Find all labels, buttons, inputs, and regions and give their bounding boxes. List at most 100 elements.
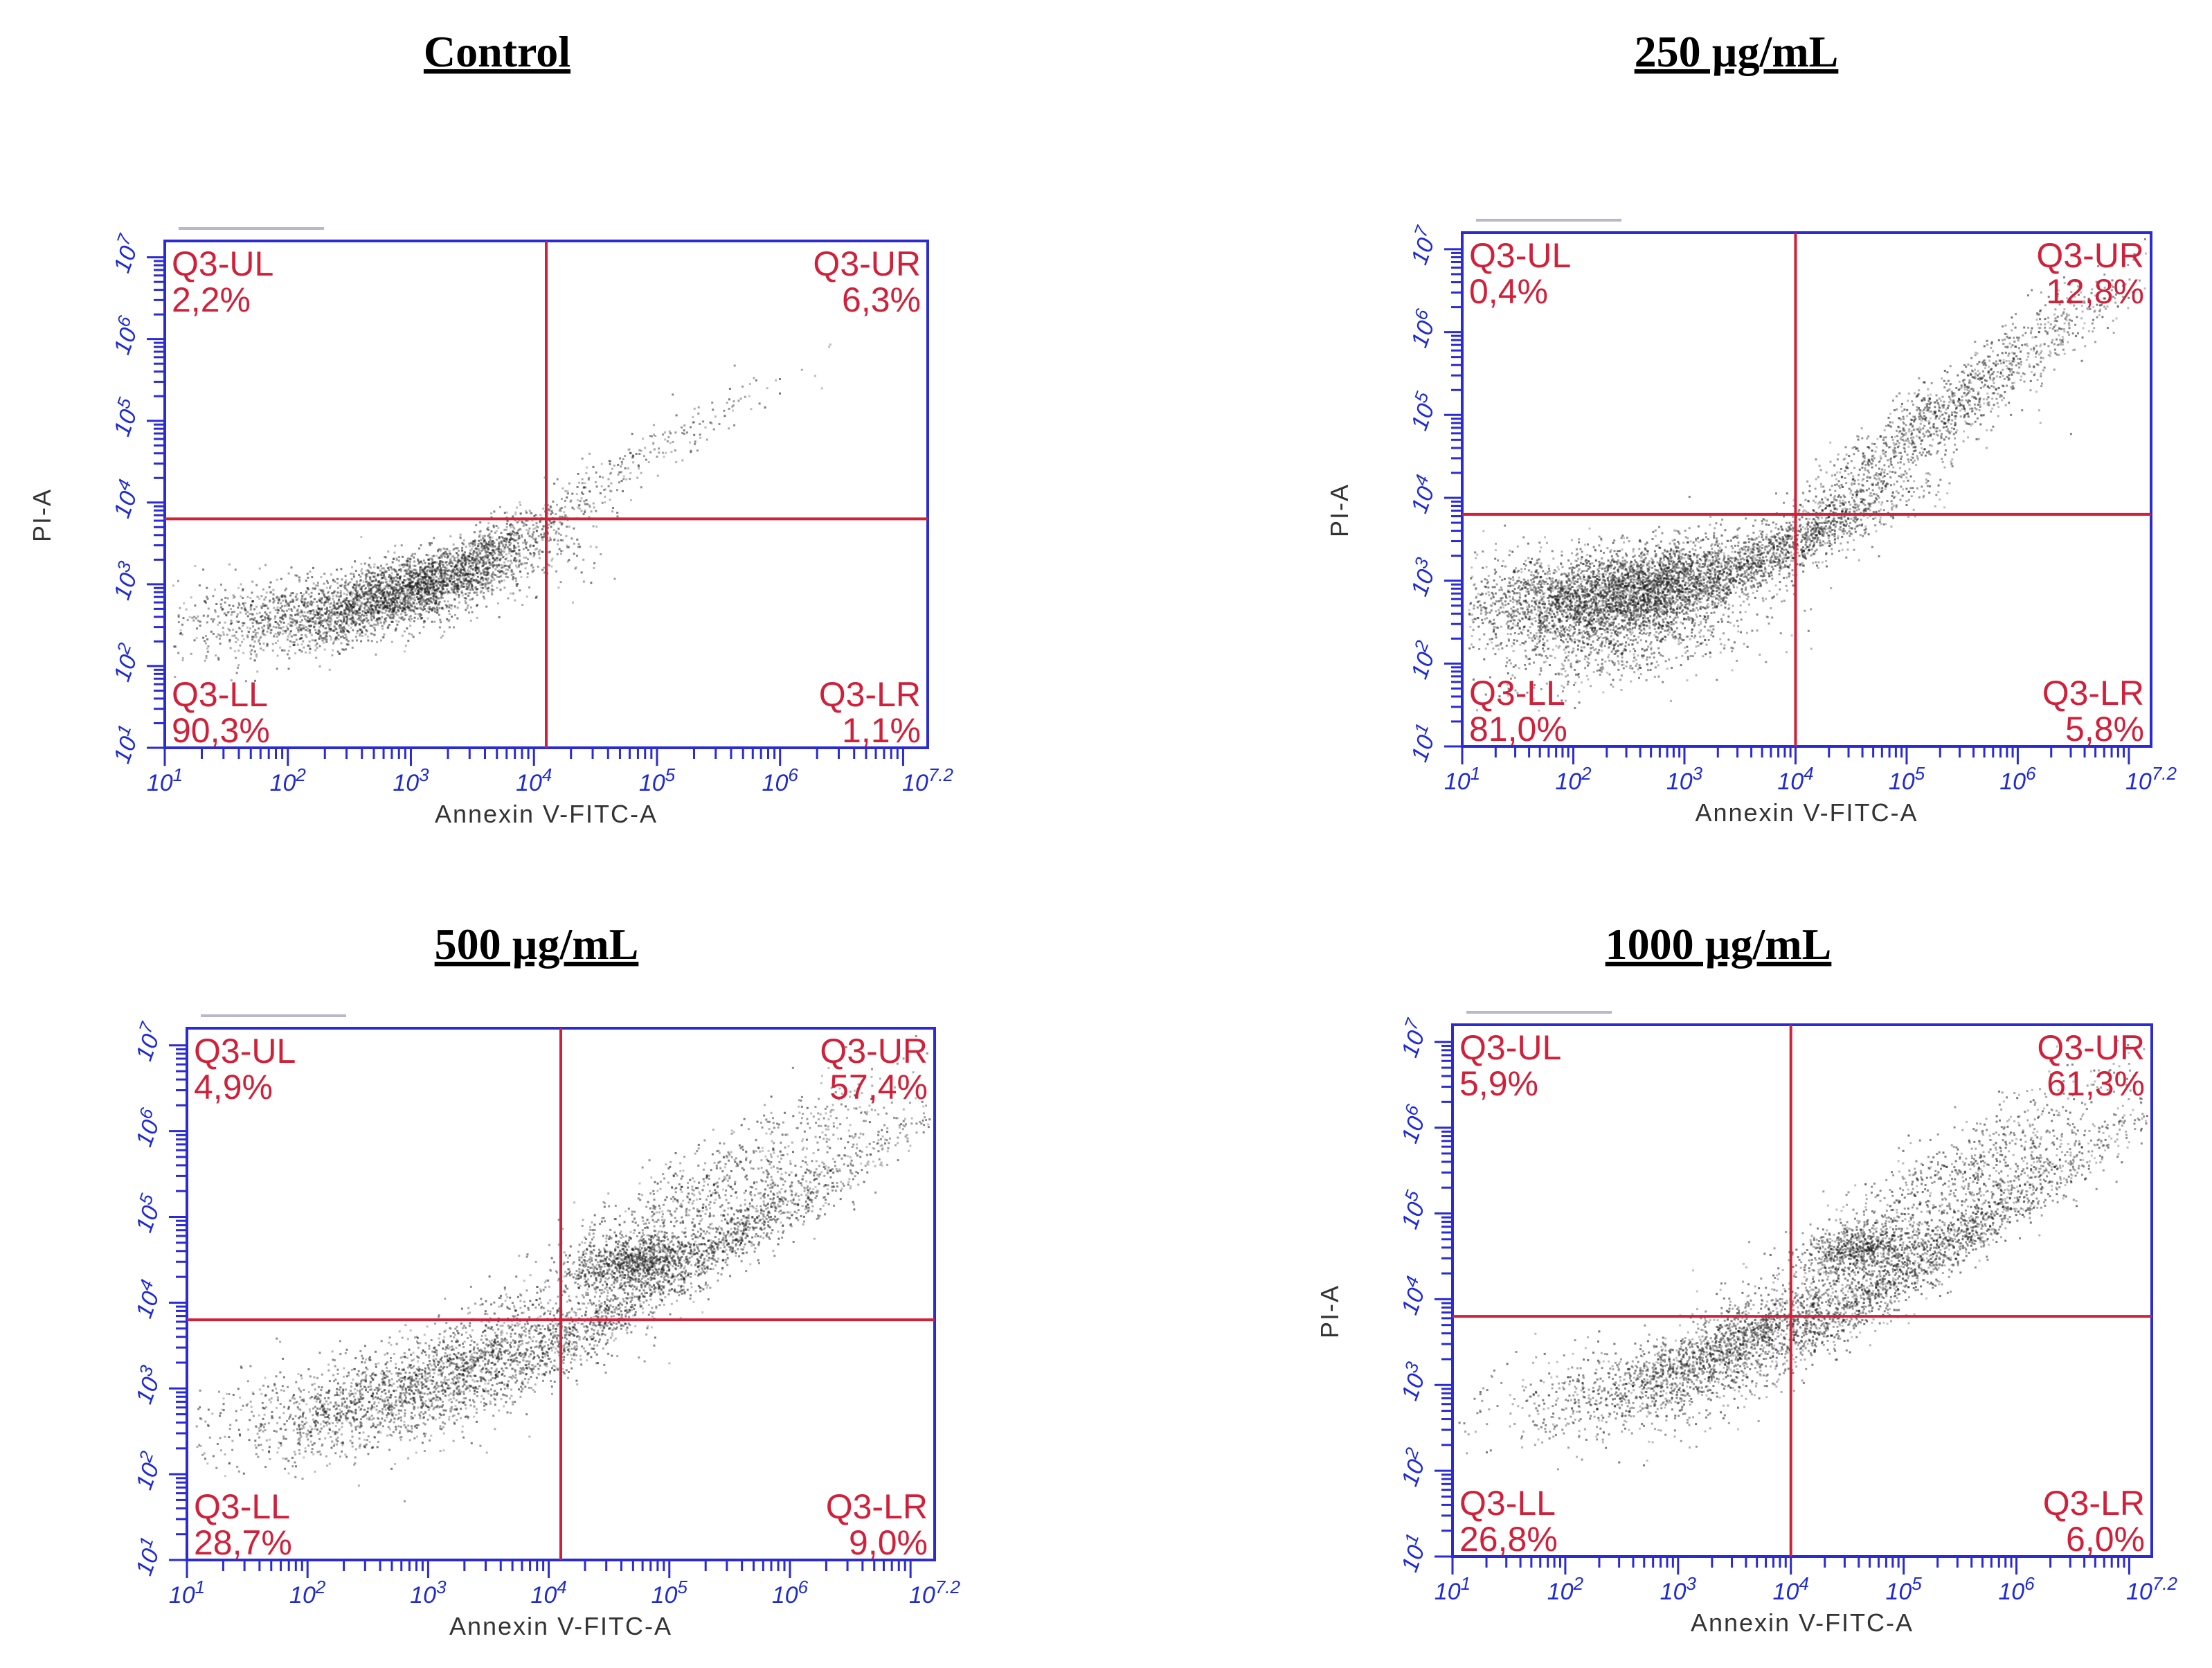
y-tick-label: 106 [103, 313, 145, 358]
plot-frame [1461, 231, 2152, 748]
y-axis-label: PI-A [1325, 483, 1354, 537]
y-tick-label: 107 [1391, 1015, 1434, 1061]
plot-panel-1: Control 101 102 103 104 105 106 107.2 101 102 103 1… [28, 27, 954, 828]
quadrant-percent-q3-ll: 81,0% [1469, 710, 1567, 748]
y-tick-label: 101 [103, 721, 145, 766]
population-4 [1643, 1089, 2148, 1467]
x-tick-label: 106 [762, 764, 799, 796]
population-2 [195, 1285, 535, 1480]
y-tick-label: 105 [1401, 388, 1443, 433]
x-tick-label: 104 [530, 1577, 566, 1608]
y-tick-label: 102 [1401, 637, 1443, 682]
x-tick-label: 104 [516, 764, 552, 796]
quadrant-name-q3-ul: Q3-UL [194, 1032, 296, 1070]
y-axis-label: PI-A [28, 488, 56, 542]
x-tick-label: 103 [1660, 1573, 1697, 1605]
quadrant-name-q3-ur: Q3-UR [813, 244, 921, 283]
population-1 [1536, 1232, 1952, 1461]
y-tick-label: 107 [1401, 222, 1444, 268]
x-tick-label: 105 [651, 1577, 688, 1608]
population-4 [390, 1100, 931, 1470]
quadrant-percent-q3-ur: 57,4% [829, 1068, 928, 1106]
population-4 [393, 343, 831, 609]
y-tick-label: 104 [1391, 1273, 1433, 1318]
panel-title: 500 µg/mL [435, 920, 639, 969]
quadrant-name-q3-ul: Q3-UL [1469, 236, 1571, 275]
quadrant-percent-q3-ur: 12,8% [2046, 272, 2144, 311]
x-tick-label: 102 [270, 764, 307, 796]
panel-title: 1000 µg/mL [1606, 920, 1832, 969]
population-2 [1458, 1314, 1871, 1471]
x-tick-label: 101 [169, 1577, 205, 1608]
y-axis-label: PI-A [1315, 1284, 1344, 1338]
plot-frame [1451, 1023, 2153, 1558]
quadrant-name-q3-ul: Q3-UL [172, 244, 273, 283]
population-3 [1778, 1201, 1950, 1295]
quadrant-percent-q3-ll: 28,7% [194, 1523, 292, 1562]
y-tick-label: 102 [103, 640, 145, 685]
event-dots [1458, 1039, 2148, 1471]
quadrant-name-q3-ll: Q3-LL [1469, 674, 1565, 712]
x-tick-label: 107.2 [909, 1577, 961, 1608]
x-tick-label: 102 [1547, 1573, 1584, 1605]
y-tick-label: 101 [125, 1534, 168, 1579]
y-tick-label: 104 [103, 476, 145, 521]
x-tick-label: 102 [1555, 763, 1592, 795]
y-tick-label: 106 [1391, 1102, 1433, 1147]
quadrant-name-q3-ur: Q3-UR [2036, 236, 2144, 275]
population-2 [322, 463, 642, 631]
quadrant-name-q3-ur: Q3-UR [2037, 1028, 2145, 1067]
y-tick-label: 103 [1401, 555, 1443, 600]
y-tick-label: 104 [1401, 472, 1443, 517]
y-tick-label: 105 [125, 1190, 168, 1235]
y-tick-label: 101 [1401, 720, 1443, 765]
y-tick-label: 102 [1391, 1444, 1433, 1489]
quadrant-percent-q3-lr: 1,1% [842, 711, 921, 750]
y-tick-label: 104 [125, 1277, 168, 1322]
quadrant-name-q3-ur: Q3-UR [820, 1032, 928, 1070]
population-1 [198, 1246, 693, 1503]
plot-panel-3: 500 µg/mL 101 102 103 104 105 106 107.2 101 102 10… [125, 920, 961, 1640]
population-1 [174, 510, 619, 683]
x-tick-label: 103 [393, 764, 429, 796]
axis-minor-ticks [1435, 1041, 2130, 1575]
x-tick-label: 105 [1885, 1573, 1922, 1605]
y-tick-label: 105 [1391, 1187, 1433, 1232]
population-3 [172, 550, 485, 682]
x-tick-label: 104 [1777, 763, 1813, 795]
panel-title: Control [424, 27, 570, 76]
population-4 [1678, 238, 2147, 620]
quadrant-name-q3-lr: Q3-LR [826, 1487, 928, 1526]
x-tick-label: 101 [1435, 1573, 1471, 1605]
y-tick-label: 107 [103, 231, 146, 276]
quadrant-name-q3-ll: Q3-LL [172, 675, 268, 714]
plot-panel-2: 250 µg/mL 101 102 103 104 105 106 107.2 101 102 10… [1325, 27, 2177, 827]
x-tick-label: 106 [1999, 763, 2036, 795]
x-tick-label: 103 [410, 1577, 447, 1608]
x-tick-label: 104 [1773, 1573, 1809, 1605]
x-axis-label: Annexin V-FITC-A [449, 1612, 672, 1640]
x-tick-label: 102 [289, 1577, 326, 1608]
y-tick-label: 103 [103, 558, 145, 603]
quadrant-percent-q3-ul: 5,9% [1459, 1064, 1538, 1103]
x-tick-label: 107.2 [2125, 763, 2177, 795]
quadrant-percent-q3-ur: 6,3% [842, 280, 921, 319]
event-dots [1468, 238, 2147, 712]
event-dots [172, 343, 831, 683]
event-dots [195, 1035, 931, 1503]
population-5 [410, 1035, 928, 1388]
y-tick-label: 102 [125, 1448, 168, 1493]
axis-minor-ticks [169, 1044, 912, 1578]
axis-minor-ticks [1444, 248, 2130, 764]
x-axis-label: Annexin V-FITC-A [1691, 1608, 1914, 1637]
quadrant-percent-q3-ul: 0,4% [1469, 272, 1548, 311]
quadrant-percent-q3-lr: 9,0% [849, 1523, 928, 1562]
quadrant-percent-q3-lr: 6,0% [2066, 1520, 2145, 1559]
x-axis-label: Annexin V-FITC-A [1695, 798, 1918, 827]
x-tick-label: 105 [639, 764, 676, 796]
x-tick-label: 101 [1444, 763, 1480, 795]
quadrant-name-q3-lr: Q3-LR [2043, 1484, 2145, 1523]
y-tick-label: 103 [125, 1362, 168, 1407]
plot-panel-4: 1000 µg/mL 101 102 103 104 105 106 107.2 101 102 1… [1315, 920, 2178, 1637]
